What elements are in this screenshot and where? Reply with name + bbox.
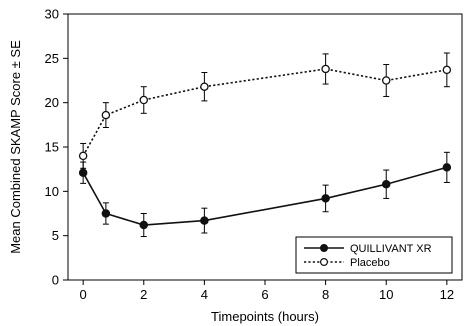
y-tick-label: 30 bbox=[45, 7, 59, 22]
y-tick-label: 0 bbox=[52, 273, 59, 288]
x-tick-label: 8 bbox=[322, 287, 329, 302]
series-layer bbox=[78, 52, 452, 238]
legend-marker-placebo bbox=[320, 258, 329, 267]
x-tick-label: 2 bbox=[140, 287, 147, 302]
data-point-quillivant bbox=[139, 220, 149, 230]
legend-label-placebo: Placebo bbox=[350, 257, 390, 269]
data-point-quillivant bbox=[321, 194, 330, 203]
legend-marker-quillivant bbox=[320, 244, 329, 253]
x-tick-label: 0 bbox=[80, 287, 87, 302]
data-point-placebo bbox=[381, 76, 391, 85]
data-point-quillivant bbox=[78, 168, 88, 177]
y-tick-label: 15 bbox=[45, 140, 59, 155]
x-tick-label: 10 bbox=[379, 287, 393, 302]
data-point-quillivant bbox=[381, 179, 391, 189]
data-point-placebo bbox=[139, 95, 149, 105]
series-line-placebo bbox=[82, 68, 447, 157]
series-quillivant bbox=[78, 151, 452, 238]
x-axis-label: Timepoints (hours) bbox=[211, 309, 319, 324]
data-point-placebo bbox=[321, 64, 330, 74]
series-line-quillivant bbox=[82, 166, 448, 226]
x-tick-label: 4 bbox=[201, 287, 208, 302]
legend-label-quillivant: QUILLIVANT XR bbox=[350, 243, 432, 255]
data-point-placebo bbox=[200, 82, 209, 91]
data-point-quillivant bbox=[200, 216, 209, 225]
y-tick-label: 5 bbox=[52, 228, 59, 243]
series-placebo bbox=[78, 52, 452, 169]
legend-box bbox=[295, 236, 453, 274]
legend: QUILLIVANT XR Placebo bbox=[295, 236, 453, 274]
x-tick-label: 6 bbox=[261, 287, 268, 302]
data-point-quillivant bbox=[101, 209, 111, 218]
y-tick-label: 10 bbox=[45, 184, 59, 199]
data-point-placebo bbox=[442, 65, 452, 75]
data-point-placebo bbox=[101, 110, 111, 120]
data-point-placebo bbox=[78, 151, 88, 161]
y-tick-label: 20 bbox=[45, 95, 59, 110]
y-axis-label: Mean Combined SKAMP Score ± SE bbox=[8, 40, 23, 254]
y-tick-label: 25 bbox=[45, 51, 59, 66]
x-tick-label: 12 bbox=[440, 287, 454, 302]
axes: 0 5 10 15 20 25 30 0 2 4 6 8 10 12 bbox=[45, 7, 463, 302]
data-point-quillivant bbox=[442, 163, 452, 172]
